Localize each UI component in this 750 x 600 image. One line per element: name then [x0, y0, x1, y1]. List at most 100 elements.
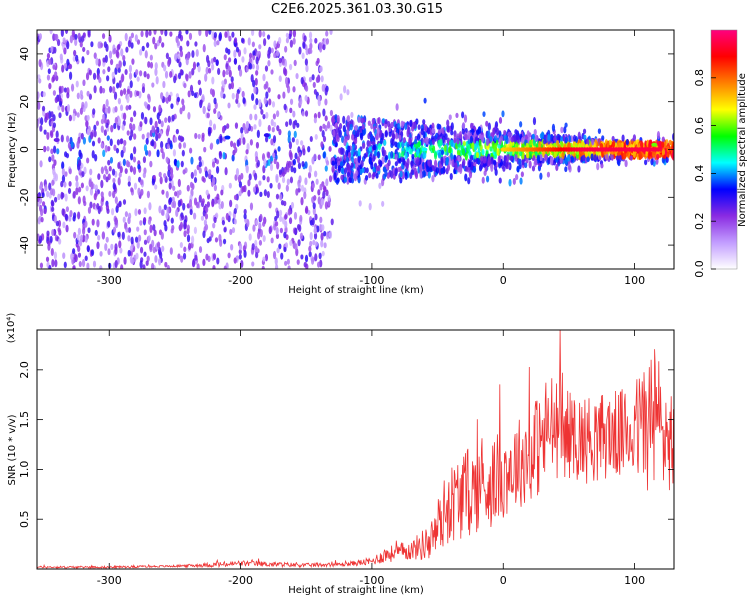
heatmap-cell	[56, 148, 60, 155]
heatmap-cell	[331, 160, 335, 167]
heatmap-cell	[446, 164, 451, 172]
top-y-axis-label: Frequency (Hz)	[7, 112, 18, 188]
heatmap-cell	[107, 248, 111, 256]
heatmap-cell	[456, 138, 460, 145]
heatmap-cell	[295, 138, 299, 146]
heatmap-cell	[91, 150, 95, 159]
heatmap-cell	[282, 91, 286, 99]
heatmap-cell	[93, 85, 97, 94]
heatmap-cell	[119, 104, 124, 112]
heatmap-cell	[242, 185, 246, 193]
heatmap-cell	[247, 37, 251, 46]
heatmap-cell	[129, 245, 134, 252]
heatmap-cell	[582, 128, 587, 135]
heatmap-cell	[209, 88, 214, 95]
heatmap-cell	[233, 194, 238, 201]
heatmap-cell	[110, 208, 115, 216]
heatmap-cell	[355, 169, 359, 177]
heatmap-cell	[54, 259, 58, 268]
heatmap-cell	[209, 142, 214, 149]
heatmap-cell	[360, 117, 364, 124]
heatmap-cell	[302, 41, 306, 49]
heatmap-cell	[464, 133, 468, 141]
heatmap-cell	[136, 90, 140, 97]
heatmap-cell	[251, 41, 255, 48]
heatmap-cell	[149, 160, 153, 168]
heatmap-cell	[125, 160, 130, 168]
colorbar-tick-label: 0.6	[693, 117, 706, 135]
heatmap-cell	[440, 149, 445, 156]
heatmap-cell	[57, 219, 62, 228]
heatmap-cell	[293, 167, 297, 174]
heatmap-cell	[308, 245, 312, 253]
heatmap-cell	[304, 110, 309, 117]
heatmap-cell	[156, 112, 160, 120]
heatmap-cell	[409, 148, 413, 155]
heatmap-cell	[38, 235, 43, 244]
heatmap-cell	[79, 152, 83, 160]
x-tick-label: 0	[500, 574, 507, 587]
heatmap-cell	[193, 92, 198, 99]
heatmap-cell	[428, 166, 433, 173]
heatmap-cell	[283, 231, 287, 239]
heatmap-cell	[293, 59, 297, 67]
heatmap-cell	[72, 248, 76, 255]
heatmap-cell	[198, 87, 202, 96]
heatmap-cell	[84, 255, 88, 262]
heatmap-cell	[298, 46, 302, 55]
heatmap-cell	[419, 164, 423, 173]
heatmap-cell	[471, 142, 475, 150]
heatmap-cell	[421, 161, 425, 170]
heatmap-cell	[105, 176, 109, 183]
heatmap-cell	[193, 169, 197, 177]
heatmap-cell	[109, 156, 114, 164]
heatmap-cell	[216, 257, 220, 265]
heatmap-cell	[593, 154, 597, 163]
heatmap-cell	[69, 210, 73, 218]
heatmap-cell	[238, 249, 242, 255]
heatmap-cell	[464, 173, 468, 182]
heatmap-cell	[139, 246, 144, 254]
y-tick-label: 1.0	[18, 461, 31, 479]
heatmap-cell	[431, 145, 436, 154]
heatmap-cell	[126, 130, 130, 136]
heatmap-cell	[467, 144, 471, 152]
heatmap-cell	[483, 170, 487, 176]
heatmap-cell	[433, 159, 438, 168]
heatmap-cell	[159, 176, 163, 185]
heatmap-cell	[140, 112, 145, 120]
heatmap-cell	[578, 143, 582, 149]
heatmap-cell	[325, 30, 329, 37]
heatmap-cell	[64, 151, 68, 158]
heatmap-cell	[213, 97, 217, 105]
heatmap-cell	[41, 192, 45, 198]
heatmap-cell	[252, 79, 256, 88]
heatmap-cell	[347, 163, 351, 171]
heatmap-cell	[111, 168, 116, 176]
heatmap-cell	[463, 114, 468, 123]
heatmap-cell	[151, 178, 156, 186]
heatmap-cell	[227, 57, 232, 63]
heatmap-cell	[139, 49, 143, 56]
heatmap-cell	[368, 146, 372, 152]
heatmap-cell	[167, 164, 171, 172]
heatmap-cell	[198, 161, 202, 168]
heatmap-cell	[137, 187, 141, 196]
heatmap-cell	[328, 230, 333, 239]
heatmap-cell	[661, 141, 665, 148]
heatmap-cell	[115, 82, 120, 89]
heatmap-cell	[431, 165, 435, 172]
heatmap-cell	[221, 219, 226, 226]
heatmap-cell	[75, 80, 79, 88]
heatmap-cell	[176, 160, 180, 168]
heatmap-cell	[179, 45, 183, 52]
heatmap-cell	[204, 223, 209, 231]
heatmap-cell	[135, 252, 139, 260]
heatmap-cell	[170, 217, 174, 224]
heatmap-cell	[86, 90, 90, 97]
heatmap-cell	[496, 147, 500, 156]
heatmap-cell	[415, 142, 419, 151]
heatmap-cell	[85, 120, 89, 128]
heatmap-cell	[189, 181, 194, 189]
heatmap-cell	[143, 70, 147, 78]
